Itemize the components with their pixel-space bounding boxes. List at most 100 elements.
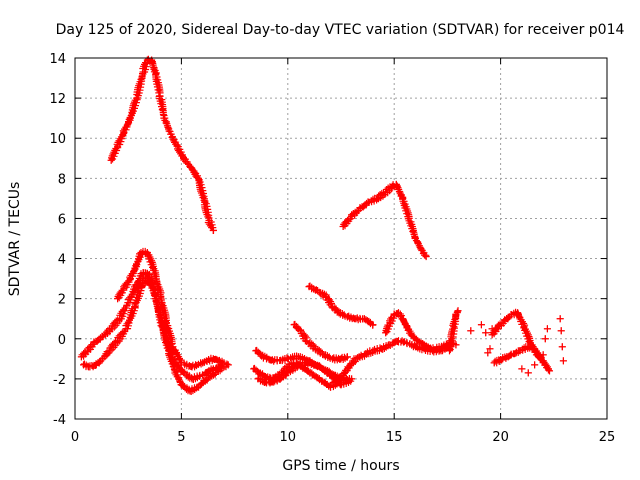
data-point-marker: [194, 383, 202, 391]
data-point-marker: [539, 351, 547, 359]
data-point-marker: [156, 92, 164, 100]
data-point-marker: [328, 355, 336, 363]
plot-frame: [74, 57, 608, 420]
data-point-marker: [84, 347, 92, 355]
data-point-marker: [116, 315, 124, 323]
data-point-marker: [258, 371, 266, 379]
y-tick-label: 2: [58, 293, 66, 308]
data-point-marker: [99, 355, 107, 363]
data-point-marker: [369, 347, 377, 355]
y-tick-label: 4: [58, 253, 66, 268]
data-point-marker: [328, 303, 336, 311]
series-arc-l: [446, 307, 462, 355]
grid-lines: [75, 58, 607, 419]
data-point-marker: [320, 351, 328, 359]
data-point-marker: [348, 212, 356, 220]
data-point-marker: [514, 309, 522, 317]
data-point-marker: [177, 381, 185, 389]
series-arc-i: [290, 320, 351, 364]
data-point-marker: [263, 355, 271, 363]
series-arc-o: [490, 342, 554, 375]
data-point-marker: [352, 355, 360, 363]
y-tick-label: 8: [58, 172, 66, 187]
data-point-marker: [143, 275, 151, 283]
data-point-marker: [326, 371, 334, 379]
data-point-marker: [209, 226, 217, 234]
data-point-marker: [133, 94, 141, 102]
data-point-marker: [156, 311, 164, 319]
data-point-marker: [394, 337, 402, 345]
data-point-marker: [339, 222, 347, 230]
data-point-marker: [311, 345, 319, 353]
data-point-marker: [422, 253, 430, 261]
data-point-marker: [557, 327, 565, 335]
x-axis-label: GPS time / hours: [282, 458, 399, 474]
data-point-marker: [403, 323, 411, 331]
data-point-marker: [318, 377, 326, 385]
data-point-marker: [145, 271, 153, 279]
data-point-marker: [546, 367, 554, 375]
data-point-marker: [180, 154, 188, 162]
data-point-marker: [152, 70, 160, 78]
data-point-marker: [120, 285, 128, 293]
data-point-marker: [209, 365, 217, 373]
y-axis-label: SDTVAR / TECUs: [7, 182, 23, 297]
data-point-marker: [394, 309, 402, 317]
x-tick-label: 25: [599, 430, 616, 445]
data-point-marker: [490, 359, 498, 367]
data-point-marker: [343, 313, 351, 321]
series-marker-trail: [305, 282, 377, 329]
data-point-marker: [414, 337, 422, 345]
data-point-marker: [150, 287, 158, 295]
data-point-marker: [160, 114, 168, 122]
series-marker-trail: [107, 55, 217, 234]
data-point-marker: [263, 379, 271, 387]
data-point-marker: [418, 247, 426, 255]
data-point-marker: [163, 319, 171, 327]
data-points: [77, 55, 567, 395]
data-point-marker: [114, 142, 122, 150]
data-point-marker: [284, 369, 292, 377]
data-point-marker: [558, 343, 566, 351]
data-point-marker: [209, 355, 217, 363]
data-point-marker: [501, 317, 509, 325]
data-point-marker: [507, 351, 515, 359]
data-point-marker: [314, 287, 322, 295]
data-point-marker: [482, 329, 490, 337]
data-point-marker: [124, 299, 132, 307]
data-point-marker: [139, 269, 147, 277]
data-point-marker: [194, 174, 202, 182]
data-point-marker: [86, 363, 94, 371]
data-point-marker: [426, 345, 434, 353]
data-point-marker: [531, 361, 539, 369]
data-point-marker: [126, 275, 134, 283]
data-point-marker: [403, 339, 411, 347]
data-point-marker: [80, 361, 88, 369]
data-point-marker: [316, 363, 324, 371]
data-point-marker: [169, 355, 177, 363]
data-point-marker: [199, 371, 207, 379]
y-tick-label: 6: [58, 212, 66, 227]
data-point-marker: [543, 325, 551, 333]
data-point-marker: [114, 295, 122, 303]
data-point-marker: [386, 341, 394, 349]
series-arc-e: [80, 274, 232, 383]
data-point-marker: [499, 355, 507, 363]
data-point-marker: [133, 281, 141, 289]
data-point-marker: [390, 311, 398, 319]
data-point-marker: [273, 377, 281, 385]
data-point-marker: [203, 375, 211, 383]
data-point-marker: [126, 114, 134, 122]
x-tick-label: 10: [280, 430, 297, 445]
data-point-marker: [309, 371, 317, 379]
data-point-marker: [188, 363, 196, 371]
data-point-marker: [122, 325, 130, 333]
data-point-marker: [305, 283, 313, 291]
data-point-marker: [343, 365, 351, 373]
data-point-marker: [386, 319, 394, 327]
data-point-marker: [531, 345, 539, 353]
data-point-marker: [177, 367, 185, 375]
data-point-marker: [133, 261, 141, 269]
data-point-marker: [163, 335, 171, 343]
